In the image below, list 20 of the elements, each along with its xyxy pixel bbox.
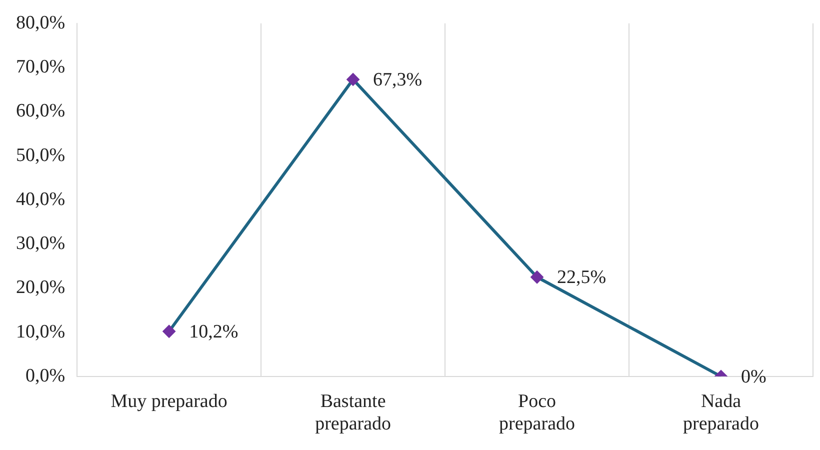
point xyxy=(346,72,360,86)
x-tick-label: Nada preparado xyxy=(683,390,759,435)
point xyxy=(530,270,544,284)
y-tick-label: 60,0% xyxy=(16,100,66,122)
y-tick-label: 70,0% xyxy=(16,56,66,78)
data-label: 0% xyxy=(741,366,767,388)
y-tick-label: 80,0% xyxy=(16,12,66,34)
data-label: 10,2% xyxy=(189,321,238,342)
y-tick-label: 30,0% xyxy=(16,233,66,254)
data-label: 22,5% xyxy=(557,267,606,288)
y-tick-label: 20,0% xyxy=(16,277,66,298)
point xyxy=(162,324,176,338)
y-tick-label: 0,0% xyxy=(26,365,66,386)
data-label: 67,3% xyxy=(373,69,422,90)
y-tick-label: 40,0% xyxy=(16,188,66,210)
y-tick-label: 10,0% xyxy=(16,321,66,342)
y-tick-label: 50,0% xyxy=(16,144,66,166)
x-tick-label: Muy preparado xyxy=(110,390,228,412)
x-tick-label: Poco preparado xyxy=(499,390,576,435)
x-tick-label: Bastante preparado xyxy=(315,390,392,435)
